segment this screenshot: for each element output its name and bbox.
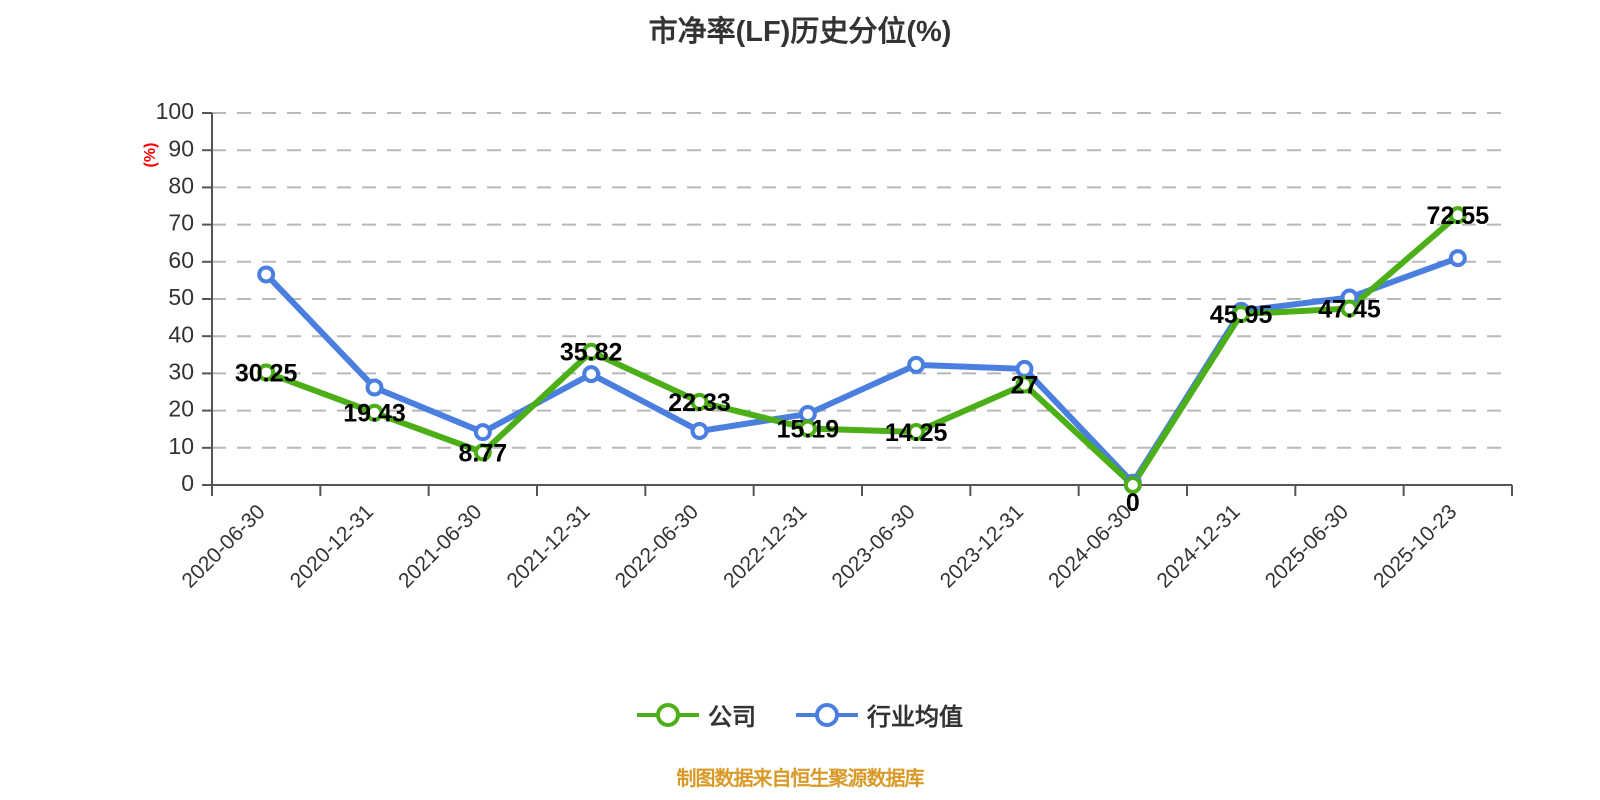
series-point [1448, 249, 1467, 268]
y-tick-label: 60 [168, 247, 194, 273]
series-point [365, 403, 384, 422]
chart-title: 市净率(LF)历史分位(%) [648, 16, 952, 48]
value-label: 0 [1126, 489, 1140, 517]
value-label: 19.43 [343, 400, 406, 428]
series-point [1448, 206, 1467, 225]
series-point [473, 443, 492, 462]
series-point [907, 355, 926, 374]
legend-item-company[interactable]: 公司 [637, 697, 756, 732]
y-tick-label: 90 [168, 135, 194, 161]
value-label: 15.19 [777, 415, 840, 443]
x-tick-label: 2025-10-23 [1369, 500, 1461, 592]
data-source-note: 制图数据来自恒生聚源数据库 [676, 768, 925, 790]
series-point [1340, 299, 1359, 318]
series-point [907, 422, 926, 441]
legend-marker-industry-average [796, 702, 858, 727]
legend-label-industry-average: 行业均值 [867, 704, 963, 731]
series-points [257, 206, 1467, 494]
y-tick-label: 70 [168, 210, 194, 236]
legend-item-industry-average[interactable]: 行业均值 [796, 697, 963, 732]
series-lines [263, 212, 1461, 488]
x-tick-label: 2022-06-30 [611, 500, 703, 592]
series-point [690, 392, 709, 411]
series-point [582, 342, 601, 361]
x-axis-ticks: 2020-06-30 2020-12-31 2021-06-30 2021-12-31… [177, 485, 1513, 592]
series-point [690, 422, 709, 441]
x-tick-label: 2024-06-30 [1044, 500, 1136, 592]
data-value-labels: 30.25 19.43 8.77 35.82 22.33 15.19 14.25 27 0 45.… [235, 202, 1489, 517]
series-point [1015, 375, 1034, 394]
value-label: 22.33 [668, 389, 731, 417]
value-label: 35.82 [560, 339, 623, 367]
series-point [257, 265, 276, 284]
value-label: 27 [1011, 372, 1039, 400]
series-line-0 [263, 212, 1461, 488]
x-tick-label: 2023-06-30 [827, 500, 919, 592]
y-tick-label: 40 [168, 321, 194, 347]
series-point [1123, 476, 1142, 494]
series-point [365, 378, 384, 397]
y-axis-unit-label: (%) [142, 143, 159, 168]
y-tick-label: 30 [168, 358, 194, 384]
x-tick-label: 2020-06-30 [177, 500, 269, 592]
value-label: 45.95 [1210, 301, 1273, 329]
chart-plot-area: 0 10 20 30 40 50 60 70 80 90 100 2020-06-30 2020-12… [142, 98, 1513, 592]
legend-marker-company [637, 702, 699, 727]
series-point [798, 419, 817, 438]
series-point [473, 423, 492, 442]
x-tick-label: 2023-12-31 [936, 500, 1028, 592]
chart-legend: 公司 行业均值 [0, 697, 1600, 732]
x-tick-label: 2020-12-31 [286, 500, 378, 592]
value-label: 47.45 [1318, 295, 1381, 323]
series-point [257, 363, 276, 382]
y-tick-label: 100 [156, 98, 194, 124]
value-label: 8.77 [458, 439, 507, 467]
x-tick-label: 2021-06-30 [394, 500, 486, 592]
x-tick-label: 2021-12-31 [502, 500, 594, 592]
value-label: 30.25 [235, 359, 298, 387]
x-tick-label: 2024-12-31 [1152, 500, 1244, 592]
y-tick-label: 10 [168, 433, 194, 459]
series-line-1 [263, 255, 1461, 486]
value-label: 14.25 [885, 419, 948, 447]
y-tick-label: 80 [168, 172, 194, 198]
y-axis-ticks: 0 10 20 30 40 50 60 70 80 90 100 [156, 98, 212, 496]
y-tick-label: 0 [181, 470, 194, 496]
y-tick-label: 50 [168, 284, 194, 310]
x-tick-label: 2022-12-31 [719, 500, 811, 592]
series-point [582, 365, 601, 384]
value-label: 72.55 [1427, 202, 1490, 230]
y-tick-label: 20 [168, 396, 194, 422]
legend-label-company: 公司 [708, 704, 756, 731]
x-tick-label: 2025-06-30 [1261, 500, 1353, 592]
y-axis-unit-text: (%) [142, 143, 159, 168]
series-point [1232, 305, 1251, 324]
